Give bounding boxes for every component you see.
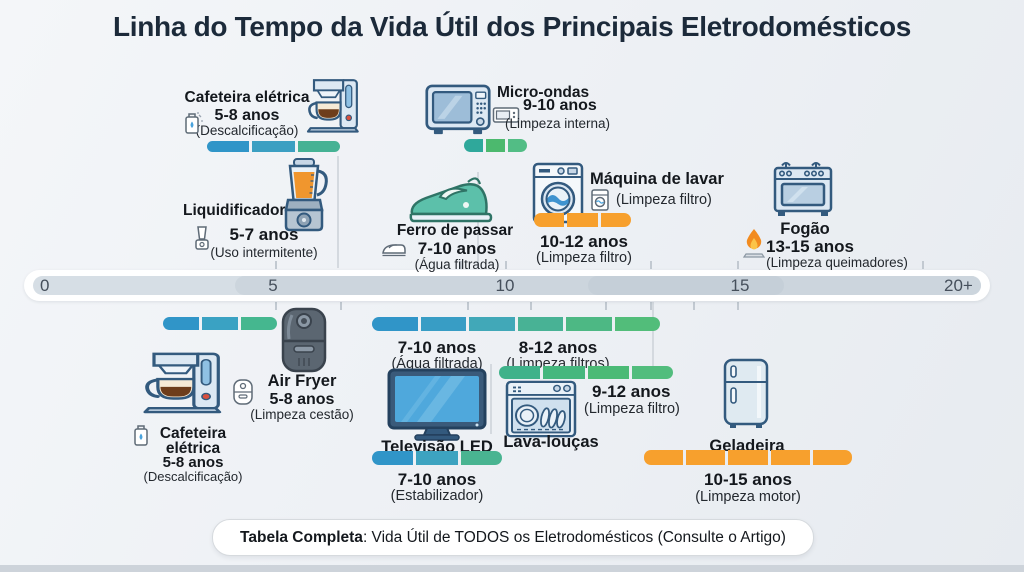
micro-ondas-bar [464, 139, 527, 152]
air-fryer-years: 5-8 anos [269, 391, 335, 408]
maquina-lavar-bar [534, 213, 631, 227]
lava-loucas-note: (Limpeza filtro) [584, 401, 680, 417]
cafeteira-top-note: (Descalcificação) [195, 123, 299, 138]
fogao-name: Fogão [780, 220, 830, 238]
blender-icon [277, 157, 331, 237]
fridge-icon [722, 358, 770, 430]
cafeteira-bottom-years: 5-8 anos [162, 454, 224, 471]
cafeteira-top-years: 5-8 anos [214, 107, 280, 124]
lava-loucas-bar [499, 366, 673, 379]
fogao-years: 13-15 anos [766, 237, 854, 256]
axis-tick-label-10: 10 [495, 276, 515, 295]
axis-tick [650, 261, 652, 269]
axis-tick [460, 261, 462, 269]
axis-tick [650, 302, 652, 310]
axis-tick-label-15: 15 [730, 276, 750, 295]
connector-line [490, 364, 492, 434]
ferro-sub-bar [372, 317, 660, 331]
page-title: Linha do Tempo da Vida Útil dos Principa… [112, 11, 912, 42]
micro-ondas-name: Micro-ondas [497, 84, 590, 101]
axis-tick [605, 302, 607, 310]
axis-tick [275, 261, 277, 269]
maquina-lavar-years: 10-12 anos [540, 232, 628, 251]
iron-icon [406, 172, 498, 228]
tv-icon [387, 368, 487, 442]
axis-tick [505, 261, 507, 269]
microwave-icon [425, 80, 491, 140]
cafeteira-bottom-name-1: Cafeteira [159, 425, 227, 442]
liquidificador-note: (Uso intermitente) [210, 245, 318, 260]
axis-tick-label-20: 20+ [944, 276, 973, 295]
axis-tick-label-5: 5 [268, 276, 278, 295]
ferro-name: Ferro de passar [396, 222, 514, 239]
microwave-mini-icon [492, 105, 520, 125]
geladeira-bar [644, 450, 853, 465]
geladeira-note: (Limpeza motor) [695, 489, 801, 505]
descaling-mini-icon [130, 423, 152, 449]
axis-tick [693, 302, 695, 310]
connector-line [652, 302, 654, 378]
footer-cta-lead: Tabela Completa [240, 528, 363, 546]
air-fryer-note: (Limpeza cestão) [250, 407, 354, 422]
lava-sub-years: 8-12 anos [518, 338, 598, 357]
descaling-mini-icon [181, 111, 203, 137]
maquina-lavar-name: Máquina de lavar [590, 170, 724, 188]
connector-line [337, 156, 339, 268]
timeline-axis-segment [588, 276, 784, 295]
ferro-note: (Água filtrada) [414, 257, 500, 272]
lava-loucas-years: 9-12 anos [592, 382, 671, 401]
ferro-sub-years: 7-10 anos [397, 338, 477, 357]
axis-tick [530, 302, 532, 310]
axis-tick [922, 261, 924, 269]
washer-mini-icon [590, 188, 610, 212]
geladeira-years: 10-15 anos [704, 470, 792, 489]
air-fryer-mini-icon [231, 378, 255, 406]
micro-ondas-years: 9-10 anos [523, 97, 597, 114]
maquina-lavar-note-top: (Limpeza filtro) [616, 192, 712, 208]
axis-tick [737, 302, 739, 310]
iron-mini-icon [381, 241, 407, 257]
axis-tick [737, 261, 739, 269]
liquidificador-name: Liquidificador [183, 202, 286, 219]
televisao-note: (Estabilizador) [390, 488, 484, 504]
axis-tick [275, 302, 277, 310]
footer-cta-banner[interactable]: Tabela Completa: Vida Útil de TODOS os E… [212, 519, 814, 556]
cafeteira-top-bar [207, 141, 340, 152]
coffee-maker-icon [302, 72, 362, 138]
micro-ondas-note: (Limpeza interna) [505, 116, 611, 131]
air-fryer-name: Air Fryer [267, 372, 337, 390]
footer-cta-text: : Vida Útil de TODOS os Eletrodomésticos… [362, 528, 786, 546]
flame-icon [743, 228, 765, 260]
dishwasher-icon [505, 380, 577, 438]
cafeteira-bottom-name-2: elétrica [165, 440, 221, 457]
ferro-sub-note: (Água filtrada) [391, 356, 483, 372]
washing-machine-icon [532, 162, 584, 224]
lava-loucas-name: Lava-louças [503, 433, 599, 451]
axis-tick-label-0: 0 [40, 276, 50, 295]
axis-tick [340, 302, 342, 310]
maquina-lavar-note: (Limpeza filtro) [536, 250, 632, 266]
stove-icon [772, 159, 834, 217]
air-fryer-bar [163, 317, 277, 330]
air-fryer-icon [279, 307, 329, 373]
coffee-maker-icon [136, 350, 226, 414]
cafeteira-top-name: Cafeteira elétrica [184, 89, 310, 106]
televisao-years: 7-10 anos [397, 470, 477, 489]
bottom-edge-strip [0, 565, 1024, 572]
fogao-note: (Limpeza queimadores) [766, 255, 908, 270]
axis-tick [467, 302, 469, 310]
blender-mini-icon [192, 225, 212, 253]
liquidificador-years: 5-7 anos [229, 225, 299, 244]
ferro-years: 7-10 anos [417, 239, 497, 258]
cafeteira-bottom-note: (Descalcificação) [143, 469, 243, 484]
televisao-bar [372, 451, 502, 465]
